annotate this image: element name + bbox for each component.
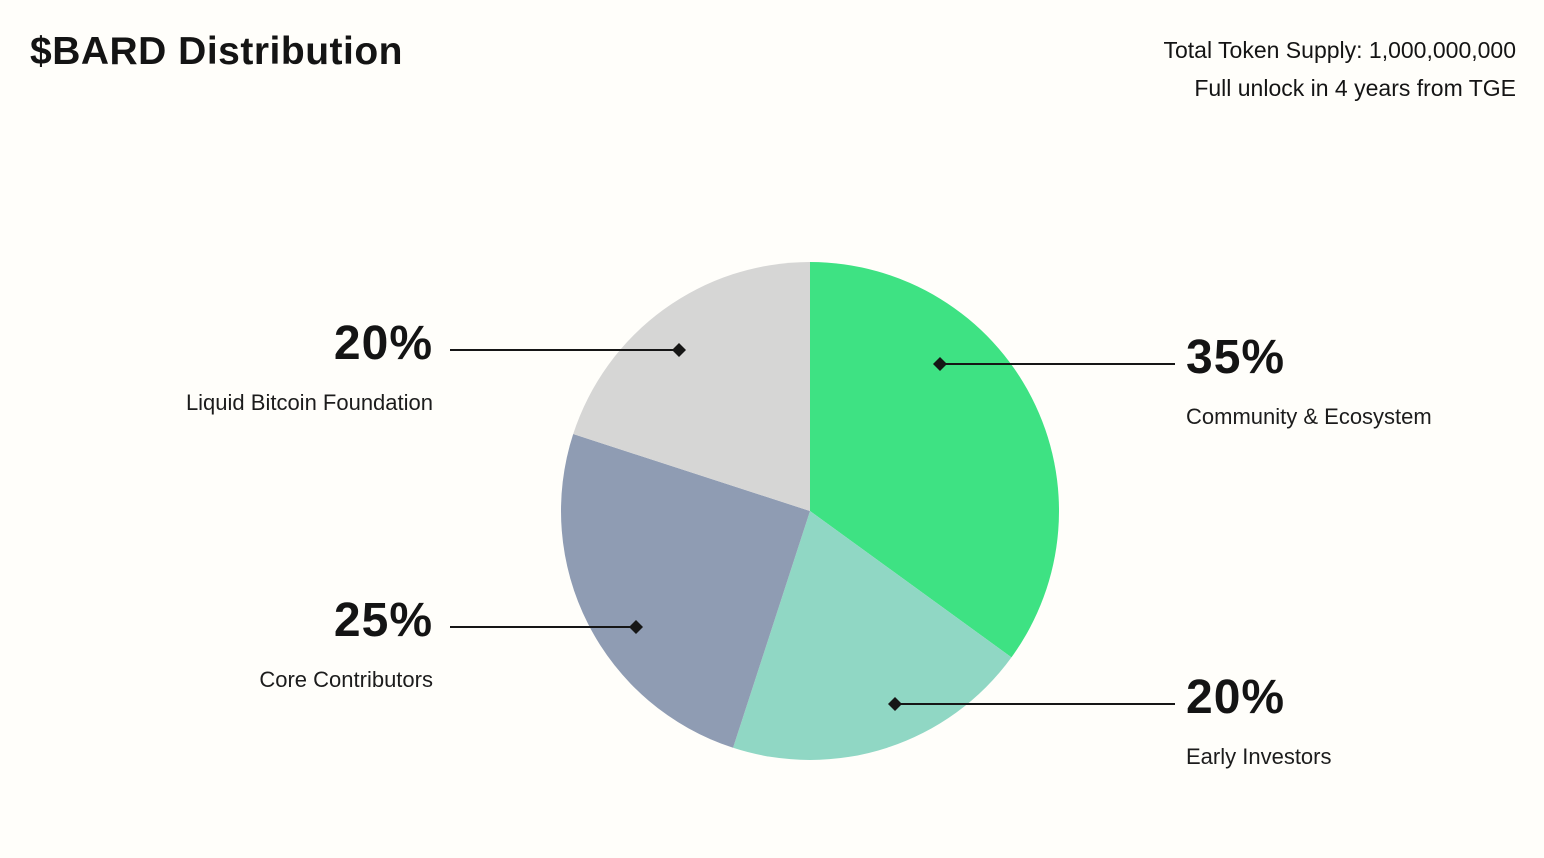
diamond-marker-liquid-bitcoin-foundation	[672, 343, 686, 357]
diamond-marker-core-contributors	[629, 620, 643, 634]
page-title: $BARD Distribution	[30, 30, 403, 73]
label-community-ecosystem: Community & Ecosystem	[1186, 404, 1432, 429]
pct-core-contributors: 25%	[333, 594, 433, 647]
pie-slice-core-contributors	[561, 434, 810, 748]
unlock-note-text: Full unlock in 4 years from TGE	[1194, 74, 1516, 101]
total-supply-text: Total Token Supply: 1,000,000,000	[1163, 37, 1516, 63]
pct-liquid-bitcoin-foundation: 20%	[333, 317, 433, 370]
pct-early-investors: 20%	[1186, 671, 1286, 724]
callout-liquid-bitcoin-foundation: 20% Liquid Bitcoin Foundation	[186, 320, 433, 416]
label-liquid-bitcoin-foundation: Liquid Bitcoin Foundation	[185, 390, 433, 415]
callout-community-ecosystem: 35% Community & Ecosystem	[1186, 334, 1432, 430]
label-core-contributors: Core Contributors	[259, 667, 433, 692]
supply-info: Total Token Supply: 1,000,000,000 Full u…	[1163, 32, 1516, 108]
pie-slice-early-investors	[733, 511, 1012, 761]
pie-slice-community-ecosystem	[810, 262, 1060, 658]
label-early-investors: Early Investors	[1186, 744, 1332, 769]
callout-early-investors: 20% Early Investors	[1186, 674, 1332, 770]
diamond-marker-early-investors	[888, 697, 902, 711]
diamond-marker-community-ecosystem	[933, 357, 947, 371]
pie-slice-liquid-bitcoin-foundation	[573, 262, 810, 511]
pct-community-ecosystem: 35%	[1186, 331, 1286, 384]
callout-core-contributors: 25% Core Contributors	[259, 597, 433, 693]
